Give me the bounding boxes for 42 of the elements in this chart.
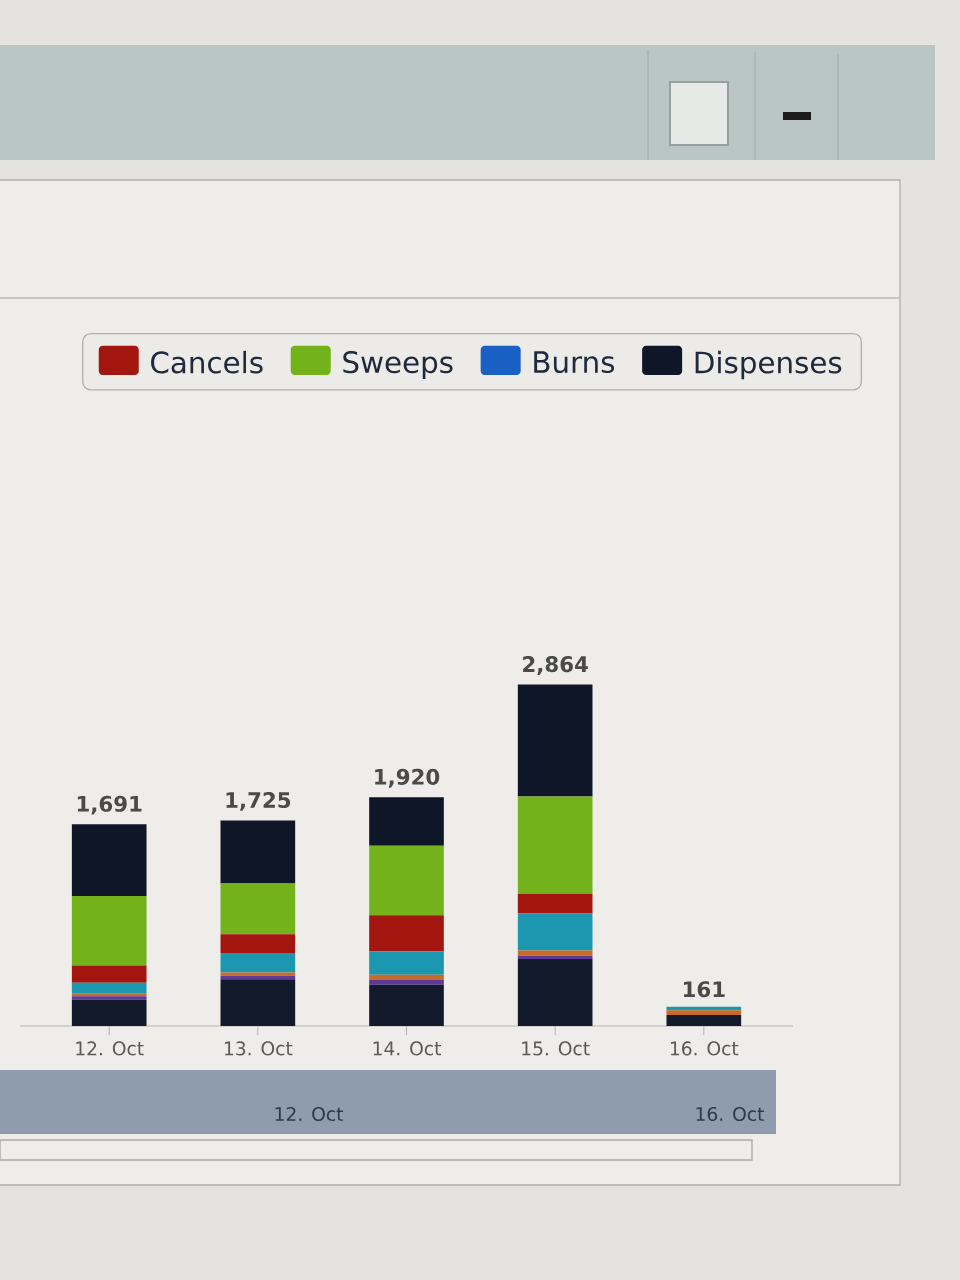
x-tick-label: 12. Oct (76, 1041, 144, 1056)
bar (369, 845, 444, 916)
legend-label: Dispenses (695, 350, 842, 380)
bar (369, 984, 444, 1026)
bar (517, 796, 593, 894)
bar (71, 999, 147, 1026)
bar (666, 1015, 742, 1026)
bar (517, 893, 593, 914)
bar (517, 959, 593, 1026)
x-tick-label: 16. Oct (670, 1041, 739, 1056)
annotation: 2,864 (523, 656, 588, 675)
bar (369, 915, 444, 952)
x-tick-label: 14. Oct (373, 1041, 441, 1056)
bar (369, 951, 444, 975)
legend-label: Cancels (151, 350, 263, 374)
x-tick-label: 15. Oct (522, 1041, 590, 1056)
bar (517, 684, 593, 797)
text: 12. Oct (275, 1106, 344, 1122)
bar (71, 965, 147, 983)
annotation: 161 (683, 981, 725, 998)
bar (71, 982, 147, 994)
bar (71, 824, 147, 896)
bar (369, 797, 444, 846)
bar (220, 934, 296, 953)
bar (666, 1010, 742, 1016)
bar (220, 883, 296, 935)
annotation: 1,725 (226, 791, 291, 811)
bar (369, 979, 444, 985)
bar (220, 952, 296, 973)
annotation: 1,920 (375, 768, 440, 788)
x-tick-label: 13. Oct (224, 1041, 293, 1056)
bar (71, 895, 147, 966)
bar (369, 974, 444, 980)
annotation: 1,691 (77, 795, 142, 815)
bar (220, 972, 296, 976)
bar (220, 820, 296, 884)
bar (517, 913, 593, 951)
bar (517, 950, 593, 956)
bar (220, 979, 296, 1026)
legend-label: Sweeps (343, 351, 453, 379)
text: 16. Oct (696, 1106, 764, 1122)
legend-label: Burns (534, 351, 615, 374)
